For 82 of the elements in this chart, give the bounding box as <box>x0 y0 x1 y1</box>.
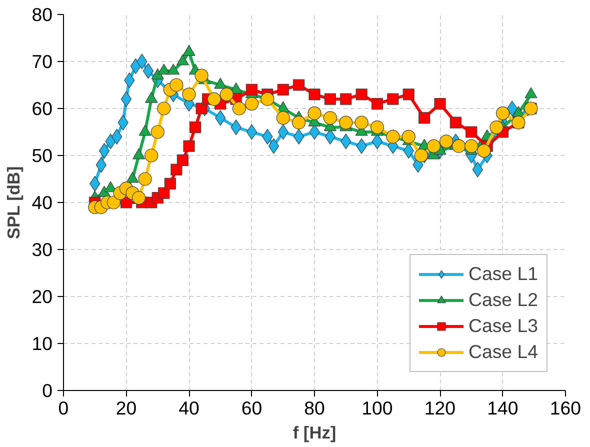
legend-label: Case L3 <box>468 315 538 337</box>
point <box>450 116 462 128</box>
point <box>232 102 246 116</box>
point <box>98 143 110 159</box>
y-axis-title: SPL [dB] <box>4 166 24 240</box>
point <box>308 88 320 100</box>
x-tick-label: 0 <box>58 398 69 418</box>
point <box>414 148 428 162</box>
point <box>170 78 184 92</box>
x-tick-label: 160 <box>550 398 582 418</box>
x-tick-label: 40 <box>178 398 200 418</box>
point <box>138 172 152 186</box>
y-tick-label: 60 <box>32 98 53 119</box>
y-tick-label: 20 <box>32 286 53 307</box>
point <box>196 102 208 114</box>
point <box>164 178 176 190</box>
point <box>194 68 208 82</box>
y-tick-label: 40 <box>32 192 53 213</box>
point <box>308 106 322 120</box>
point <box>372 134 383 150</box>
point <box>292 116 306 130</box>
point <box>182 88 196 102</box>
point <box>370 120 384 134</box>
x-axis-title: f [Hz] <box>292 422 336 442</box>
point <box>466 126 478 138</box>
point <box>426 139 441 153</box>
point <box>323 111 337 125</box>
point <box>293 79 305 91</box>
point <box>220 88 234 102</box>
point <box>371 98 384 110</box>
point <box>402 130 416 144</box>
y-tick-label: 50 <box>32 145 53 166</box>
point <box>158 187 170 199</box>
point <box>106 196 120 210</box>
point <box>277 84 289 96</box>
legend-label: Case L1 <box>468 263 538 285</box>
legend-label: Case L2 <box>468 289 538 311</box>
x-tick-label: 20 <box>116 398 137 418</box>
point <box>439 134 454 148</box>
point <box>183 140 195 152</box>
y-tick-label: 10 <box>32 333 53 354</box>
y-tick-label: 80 <box>32 4 53 25</box>
point <box>354 116 368 130</box>
point <box>340 93 352 105</box>
point <box>387 93 399 105</box>
y-tick-label: 30 <box>32 239 53 260</box>
point <box>120 91 132 107</box>
point <box>260 92 274 106</box>
point <box>246 84 258 96</box>
point <box>339 116 353 130</box>
point <box>402 88 414 100</box>
point <box>170 164 182 176</box>
point <box>477 144 491 158</box>
point <box>276 111 290 125</box>
point <box>144 148 158 162</box>
point <box>142 63 154 79</box>
point <box>386 130 400 144</box>
x-tick-label: 60 <box>241 398 262 418</box>
y-tick-label: 70 <box>32 51 53 72</box>
point <box>464 139 478 153</box>
point <box>157 102 171 116</box>
point <box>150 125 164 139</box>
point <box>268 138 280 154</box>
point <box>496 106 510 120</box>
point <box>324 93 336 105</box>
point <box>246 124 258 140</box>
point <box>189 122 202 134</box>
x-tick-label: 140 <box>487 398 518 418</box>
point <box>490 120 504 134</box>
x-tick-label: 120 <box>424 398 456 418</box>
point <box>418 112 430 124</box>
point <box>434 98 446 110</box>
point <box>176 154 189 166</box>
x-tick-label: 100 <box>362 398 393 418</box>
point <box>132 191 146 205</box>
point <box>452 139 466 153</box>
y-tick-label: 0 <box>42 380 53 401</box>
point <box>207 92 221 106</box>
x-tick-label: 80 <box>304 398 325 418</box>
point <box>244 97 259 111</box>
legend-label: Case L4 <box>468 341 538 363</box>
point <box>356 88 368 100</box>
